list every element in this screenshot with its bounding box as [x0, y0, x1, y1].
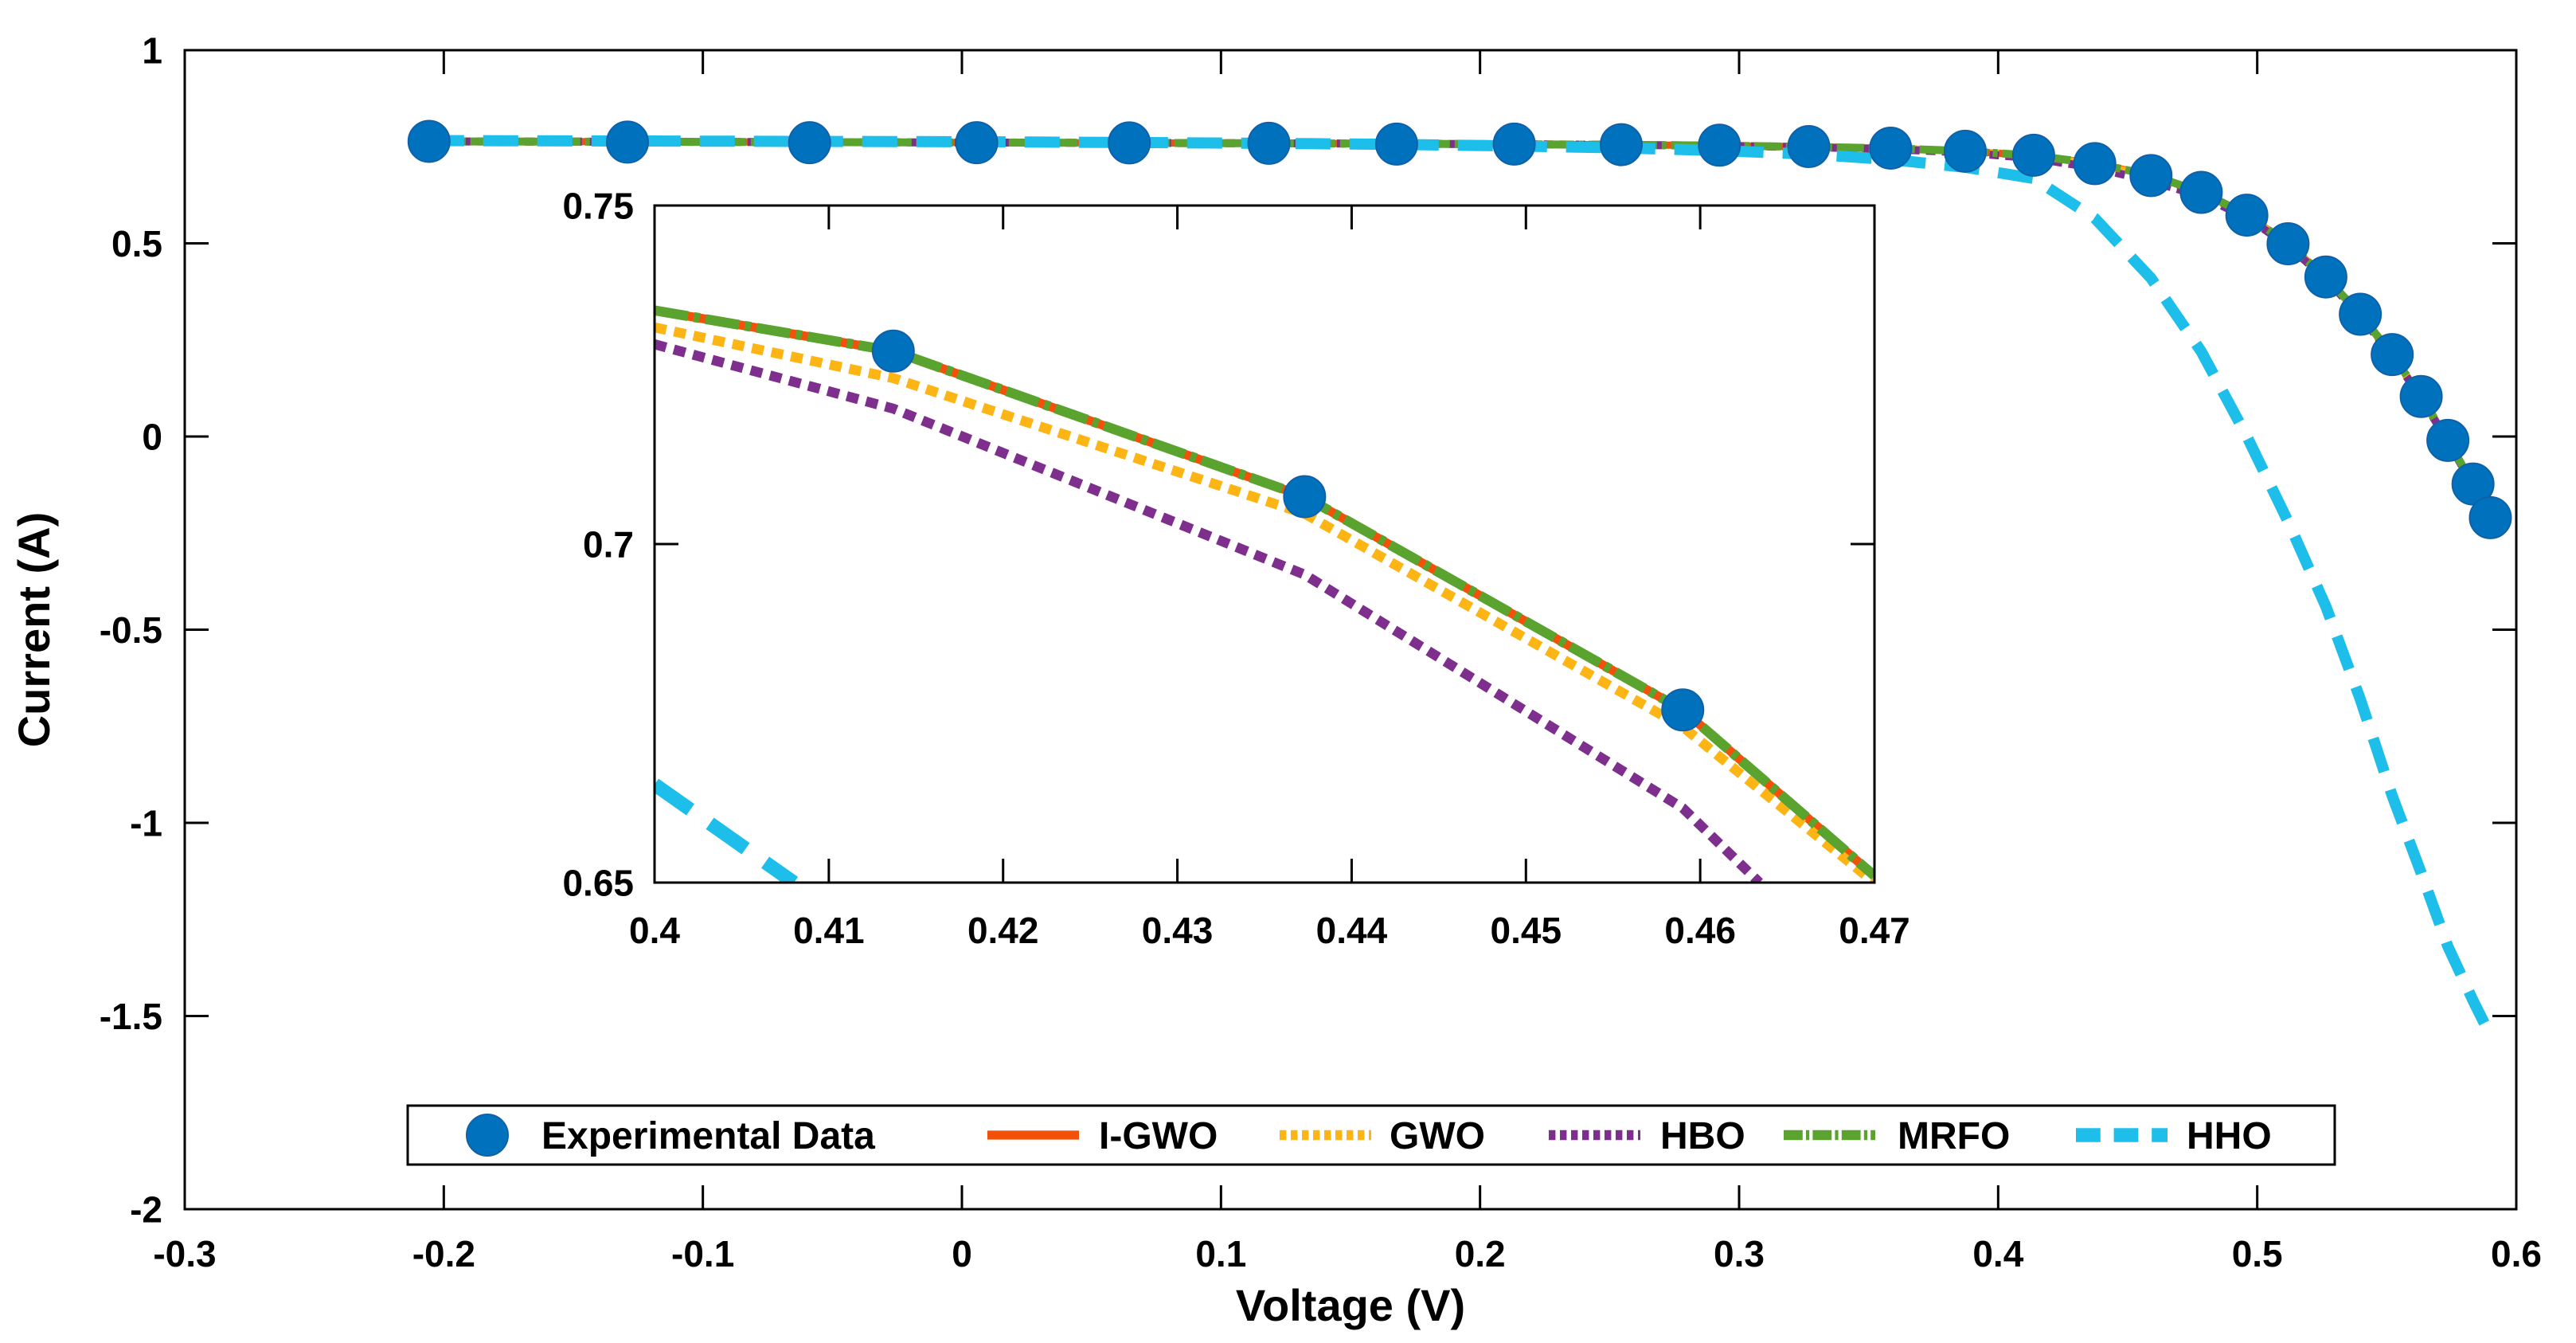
main-x-tick-label: 0.1 [1195, 1233, 1246, 1274]
legend-entry: HBO [1549, 1115, 1745, 1157]
legend-label: HBO [1660, 1115, 1745, 1157]
main-y-tick-label: 1 [142, 30, 162, 72]
main-x-tick-label: 0.4 [1972, 1233, 2023, 1274]
inset-x-tick-label: 0.41 [793, 910, 865, 951]
main-experimental-data-point [1492, 122, 1536, 166]
main-x-tick-label: -0.1 [671, 1233, 734, 1274]
main-experimental-data-point [2371, 333, 2414, 377]
main-experimental-data-point [407, 119, 451, 163]
main-experimental-data-point [955, 121, 999, 165]
inset-y-tick-label: 0.7 [583, 524, 634, 566]
x-axis-title: Voltage (V) [1236, 1280, 1465, 1330]
legend: Experimental Data I-GWO GWO HBO MRFO HHO [406, 1104, 2336, 1166]
main-experimental-data-point [2129, 154, 2173, 198]
main-experimental-data-point [2451, 462, 2495, 506]
inset-x-tick-label: 0.46 [1664, 910, 1736, 951]
legend-entry: I-GWO [987, 1115, 1218, 1157]
inset-x-tick-label: 0.43 [1142, 910, 1214, 951]
inset-axes: 0.4 0.41 0.42 0.43 0.44 0.45 0.46 0.47 0.65 0.7 0.… [562, 186, 1910, 951]
inset-y-tick-label: 0.75 [562, 186, 634, 227]
main-experimental-data-point [1374, 122, 1418, 166]
main-x-tick-label: 0.5 [2232, 1233, 2283, 1274]
main-series-markers [407, 119, 2512, 539]
main-experimental-data-point [1869, 126, 1913, 170]
main-y-tick-label: -0.5 [100, 609, 162, 651]
main-experimental-data-point [788, 121, 831, 165]
inset-hbo-line [655, 339, 1763, 883]
inset-experimental-data-point [1283, 475, 1327, 519]
main-experimental-data-point [1247, 121, 1291, 165]
main-experimental-data-point [2179, 170, 2223, 214]
main-x-tick-label: 0 [952, 1233, 972, 1274]
inset-experimental-data-point [1661, 688, 1705, 732]
main-experimental-data-point [2011, 133, 2055, 177]
main-hho-line [428, 135, 2496, 1038]
main-experimental-data-point [2304, 255, 2347, 299]
main-experimental-data-point [2339, 292, 2383, 336]
inset-experimental-data-point [871, 329, 915, 373]
legend-label: I-GWO [1099, 1115, 1218, 1157]
main-experimental-data-point [2399, 374, 2443, 418]
main-experimental-data-point [2426, 418, 2470, 462]
inset-x-tick-label: 0.47 [1839, 910, 1910, 951]
inset-x-tick-label: 0.44 [1316, 910, 1388, 951]
main-x-tick-label: 0.6 [2491, 1233, 2542, 1274]
y-axis-title: Current (A) [9, 512, 59, 748]
legend-marker-swatch [466, 1114, 509, 1157]
legend-label: HHO [2187, 1115, 2272, 1157]
main-experimental-data-point [1599, 123, 1643, 166]
main-y-tick-label: 0.5 [111, 223, 162, 264]
inset-plot-area [655, 206, 1874, 883]
inset-x-tick-label: 0.45 [1491, 910, 1562, 951]
main-experimental-data-point [1944, 129, 1988, 173]
legend-entry: Experimental Data [466, 1114, 875, 1157]
legend-entry: MRFO [1784, 1115, 2010, 1157]
main-experimental-data-point [1787, 125, 1831, 169]
legend-label: MRFO [1898, 1115, 2010, 1157]
main-experimental-data-point [2073, 142, 2117, 186]
main-experimental-data-point [2469, 495, 2512, 539]
main-y-tick-label: 0 [142, 417, 162, 458]
main-experimental-data-point [2266, 221, 2310, 265]
main-y-tick-label: -1.5 [100, 996, 162, 1037]
main-x-tick-label: -0.2 [412, 1233, 475, 1274]
main-experimental-data-point [605, 120, 649, 164]
inset-x-tick-label: 0.42 [967, 910, 1039, 951]
main-x-tick-label: 0.3 [1714, 1233, 1765, 1274]
legend-entry: HHO [2076, 1115, 2272, 1157]
legend-label: GWO [1390, 1115, 1485, 1157]
inset-series-markers [871, 329, 1705, 732]
legend-entry: GWO [1280, 1115, 1485, 1157]
legend-label: Experimental Data [541, 1115, 875, 1157]
main-y-tick-label: -1 [130, 803, 162, 844]
main-experimental-data-point [1698, 123, 1741, 167]
inset-y-tick-label: 0.65 [562, 863, 634, 904]
inset-hho-line [655, 778, 799, 883]
main-experimental-data-point [1108, 121, 1151, 165]
main-x-tick-label: 0.2 [1455, 1233, 1506, 1274]
main-experimental-data-point [2225, 194, 2269, 237]
main-x-tick-label: -0.3 [153, 1233, 216, 1274]
inset-x-tick-label: 0.4 [629, 910, 680, 951]
main-y-tick-label: -2 [130, 1189, 162, 1231]
